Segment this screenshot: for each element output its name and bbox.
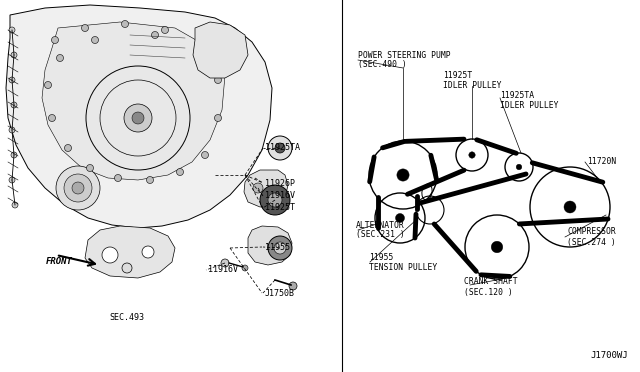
Circle shape (268, 136, 292, 160)
Circle shape (64, 174, 92, 202)
Polygon shape (85, 226, 175, 278)
Circle shape (11, 102, 17, 108)
Text: POWER STEERING PUMP: POWER STEERING PUMP (358, 51, 451, 60)
Circle shape (161, 26, 168, 33)
Circle shape (205, 45, 225, 65)
Circle shape (65, 144, 72, 151)
Circle shape (221, 259, 229, 267)
Text: FRONT: FRONT (46, 257, 73, 266)
Polygon shape (248, 226, 292, 265)
Circle shape (132, 112, 144, 124)
Text: 11720N: 11720N (587, 157, 616, 167)
Circle shape (81, 25, 88, 32)
Circle shape (92, 36, 99, 44)
Circle shape (115, 174, 122, 182)
Text: (SEC.490 ): (SEC.490 ) (358, 61, 407, 70)
Text: ALTERNATOR: ALTERNATOR (356, 221, 404, 230)
Text: 11925TA: 11925TA (500, 90, 534, 99)
Circle shape (202, 151, 209, 158)
Circle shape (197, 37, 233, 73)
Circle shape (274, 242, 286, 254)
Circle shape (9, 27, 15, 33)
Text: 11925T: 11925T (265, 203, 295, 212)
Text: 11926P: 11926P (265, 179, 295, 187)
Polygon shape (193, 22, 248, 78)
Text: (SEC.120 ): (SEC.120 ) (464, 288, 513, 296)
Circle shape (147, 176, 154, 183)
Circle shape (396, 214, 404, 222)
Circle shape (275, 143, 285, 153)
Circle shape (177, 169, 184, 176)
Circle shape (492, 241, 503, 253)
Circle shape (9, 127, 15, 133)
Text: (SEC.231 ): (SEC.231 ) (356, 231, 404, 240)
Text: (SEC.274 ): (SEC.274 ) (567, 237, 616, 247)
Text: IDLER PULLEY: IDLER PULLEY (500, 100, 559, 109)
Circle shape (516, 164, 522, 170)
Text: 11955: 11955 (369, 253, 394, 263)
Circle shape (289, 282, 297, 290)
Circle shape (56, 166, 100, 210)
Text: IDLER PULLEY: IDLER PULLEY (443, 80, 502, 90)
Circle shape (124, 104, 152, 132)
Polygon shape (6, 5, 272, 228)
Circle shape (196, 45, 204, 51)
Polygon shape (42, 22, 225, 180)
Circle shape (12, 202, 18, 208)
Circle shape (56, 55, 63, 61)
Circle shape (268, 236, 292, 260)
Circle shape (86, 164, 93, 171)
Circle shape (51, 36, 58, 44)
Circle shape (11, 152, 17, 158)
Circle shape (72, 182, 84, 194)
Circle shape (152, 32, 159, 38)
Text: 11916V: 11916V (265, 192, 295, 201)
Text: 11955: 11955 (265, 243, 290, 251)
Circle shape (268, 193, 282, 207)
Text: TENSION PULLEY: TENSION PULLEY (369, 263, 437, 273)
Circle shape (564, 201, 576, 213)
Circle shape (11, 52, 17, 58)
Text: 11925T: 11925T (443, 71, 472, 80)
Circle shape (142, 246, 154, 258)
Circle shape (9, 77, 15, 83)
Circle shape (49, 115, 56, 122)
Circle shape (45, 81, 51, 89)
Text: 11916V: 11916V (208, 266, 238, 275)
Text: COMPRESSOR: COMPRESSOR (567, 228, 616, 237)
Circle shape (260, 185, 290, 215)
Circle shape (102, 247, 118, 263)
Circle shape (214, 115, 221, 122)
Circle shape (397, 169, 409, 181)
Circle shape (214, 77, 221, 83)
Text: CRANK SHAFT: CRANK SHAFT (464, 278, 518, 286)
Polygon shape (244, 170, 288, 207)
Circle shape (9, 177, 15, 183)
Text: 11925TA: 11925TA (265, 144, 300, 153)
Text: J1750B: J1750B (265, 289, 295, 298)
Circle shape (253, 183, 263, 193)
Circle shape (242, 265, 248, 271)
Circle shape (122, 263, 132, 273)
Text: J1700WJ: J1700WJ (590, 351, 628, 360)
Text: SEC.493: SEC.493 (109, 314, 145, 323)
Circle shape (468, 152, 476, 158)
Circle shape (122, 20, 129, 28)
